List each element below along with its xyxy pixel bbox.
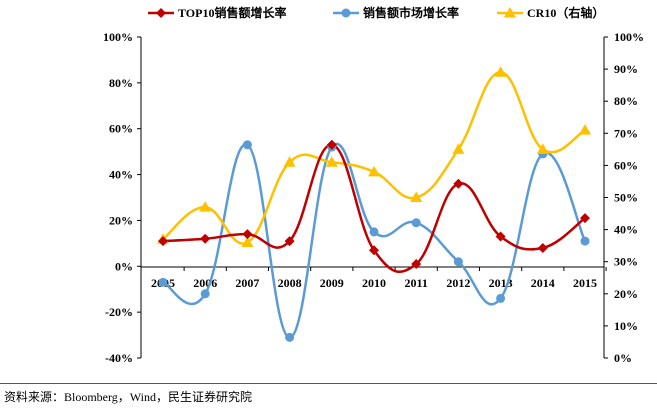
left-tick-label: 60% xyxy=(109,122,133,136)
x-tick-label: 2011 xyxy=(405,276,428,290)
right-tick-label: 20% xyxy=(614,287,638,301)
data-point-1 xyxy=(369,227,379,237)
right-axis-ticks: 0% 10% 20% 30% 40% 50% 60% 70% 80% 90% 100% xyxy=(604,30,644,365)
x-tick-label: 2009 xyxy=(320,276,344,290)
right-tick-label: 0% xyxy=(614,351,632,365)
series-lines xyxy=(162,71,587,339)
data-point-1 xyxy=(496,293,506,303)
data-point-1 xyxy=(285,332,295,342)
data-point-0 xyxy=(580,213,590,224)
series-markers xyxy=(157,66,591,342)
axes xyxy=(140,37,605,358)
right-tick-label: 50% xyxy=(614,191,638,205)
right-tick-label: 40% xyxy=(614,223,638,237)
legend-label: 销售额市场增长率 xyxy=(363,5,459,20)
data-point-2 xyxy=(325,156,338,167)
data-point-2 xyxy=(410,191,423,202)
x-tick-label: 2014 xyxy=(531,276,555,290)
data-point-2 xyxy=(283,156,296,167)
data-point-2 xyxy=(536,143,549,154)
right-tick-label: 80% xyxy=(614,94,638,108)
left-tick-label: -20% xyxy=(105,305,133,319)
legend-marker xyxy=(341,8,351,18)
data-point-0 xyxy=(369,245,379,256)
right-tick-label: 100% xyxy=(614,30,644,44)
data-point-1 xyxy=(158,277,168,287)
legend-marker xyxy=(504,7,516,18)
data-point-0 xyxy=(242,229,253,240)
left-axis-ticks: -40% -20% 0% 20% 40% 60% 80% 100% xyxy=(103,30,141,365)
footer-divider xyxy=(0,383,657,384)
x-tick-label: 2007 xyxy=(235,276,259,290)
left-tick-label: 80% xyxy=(109,76,133,90)
data-point-0 xyxy=(326,139,337,150)
data-point-1 xyxy=(580,236,590,246)
left-tick-label: 20% xyxy=(109,213,133,227)
data-point-2 xyxy=(241,236,254,247)
data-point-1 xyxy=(453,257,463,267)
left-tick-label: -40% xyxy=(105,351,133,365)
data-point-0 xyxy=(411,258,422,269)
right-tick-label: 30% xyxy=(614,255,638,269)
left-tick-label: 40% xyxy=(109,168,133,182)
data-point-0 xyxy=(537,242,548,253)
x-axis-ticks: 2005200620072008200920102011201220132014… xyxy=(151,267,607,290)
source-note: 资料来源：Bloomberg，Wind，民生证券研究院 xyxy=(4,390,252,404)
legend: TOP10销售额增长率 销售额市场增长率 CR10（右轴） xyxy=(148,5,604,20)
right-tick-label: 60% xyxy=(614,158,638,172)
data-point-0 xyxy=(200,233,211,244)
x-tick-label: 2012 xyxy=(446,276,470,290)
data-point-2 xyxy=(199,201,212,212)
x-tick-label: 2008 xyxy=(278,276,302,290)
data-point-0 xyxy=(158,236,168,247)
data-point-0 xyxy=(453,178,464,189)
data-point-2 xyxy=(579,124,591,135)
legend-label: TOP10销售额增长率 xyxy=(178,5,286,20)
right-tick-label: 70% xyxy=(614,126,638,140)
data-point-2 xyxy=(494,66,507,77)
x-tick-label: 2015 xyxy=(573,276,597,290)
data-point-2 xyxy=(368,165,380,177)
data-point-0 xyxy=(284,236,295,247)
x-tick-label: 2010 xyxy=(362,276,386,290)
data-point-1 xyxy=(200,289,210,299)
series-line-1 xyxy=(162,142,587,339)
x-tick-label: 2006 xyxy=(193,276,217,290)
right-tick-label: 10% xyxy=(614,319,638,333)
left-tick-label: 0% xyxy=(115,259,133,273)
right-tick-label: 90% xyxy=(614,62,638,76)
data-point-1 xyxy=(242,140,252,150)
legend-marker xyxy=(156,8,166,18)
data-point-1 xyxy=(411,218,421,228)
data-point-2 xyxy=(452,143,465,154)
left-tick-label: 100% xyxy=(103,30,133,44)
data-point-0 xyxy=(495,231,506,242)
legend-label: CR10（右轴） xyxy=(527,5,604,20)
line-chart: -40% -20% 0% 20% 40% 60% 80% 100% 0% 10% 20% 30% 40… xyxy=(103,5,644,365)
